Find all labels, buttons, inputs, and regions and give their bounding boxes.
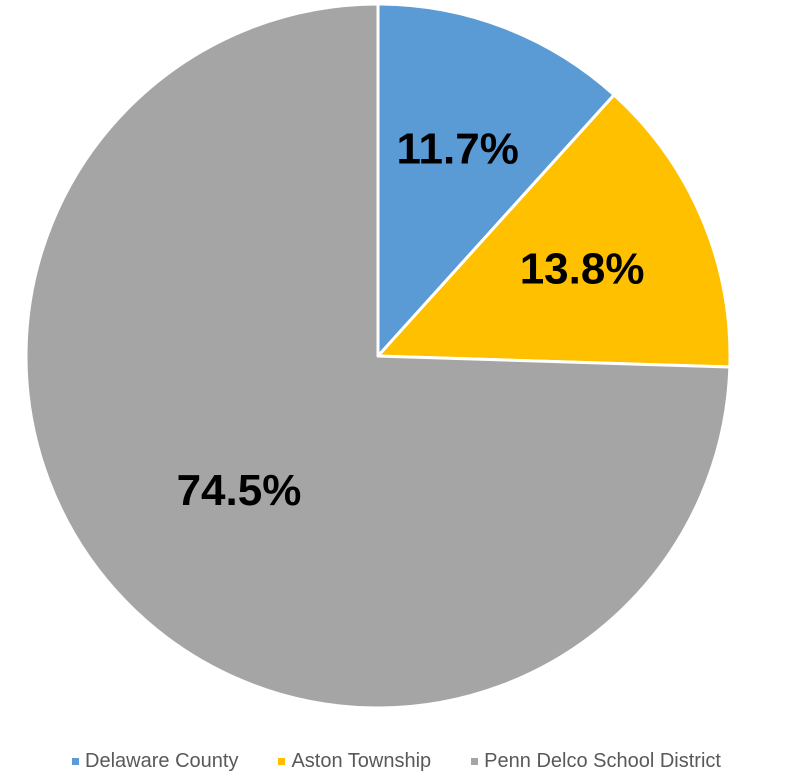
legend-item-penn-delco-school-district: Penn Delco School District	[471, 750, 721, 773]
legend-swatch-aston-township	[278, 757, 286, 765]
data-label-delaware-county: 11.7%	[397, 125, 519, 174]
legend-label-delaware-county: Delaware County	[85, 749, 239, 772]
pie-slice-penn-delco-school-district	[24, 2, 732, 710]
chart-legend: Delaware County Aston Township Penn Delc…	[0, 746, 793, 776]
pie-slice-aston-township	[376, 93, 732, 369]
pie-data-labels: 11.7% 13.8% 74.5%	[177, 125, 645, 516]
legend-label-aston-township: Aston Township	[291, 749, 432, 772]
data-label-aston-township: 13.8%	[520, 245, 645, 294]
legend-item-aston-township: Aston Township	[278, 750, 431, 773]
pie-slices	[24, 2, 732, 710]
legend-swatch-penn-delco-school-district	[471, 757, 479, 765]
data-label-penn-delco-school-district: 74.5%	[177, 466, 302, 515]
legend-label-penn-delco-school-district: Penn Delco School District	[484, 749, 721, 772]
legend-swatch-delaware-county	[72, 757, 80, 765]
pie-chart: 11.7% 13.8% 74.5%	[24, 2, 732, 710]
pie-slice-delaware-county	[376, 2, 616, 358]
legend-item-delaware-county: Delaware County	[72, 750, 238, 773]
